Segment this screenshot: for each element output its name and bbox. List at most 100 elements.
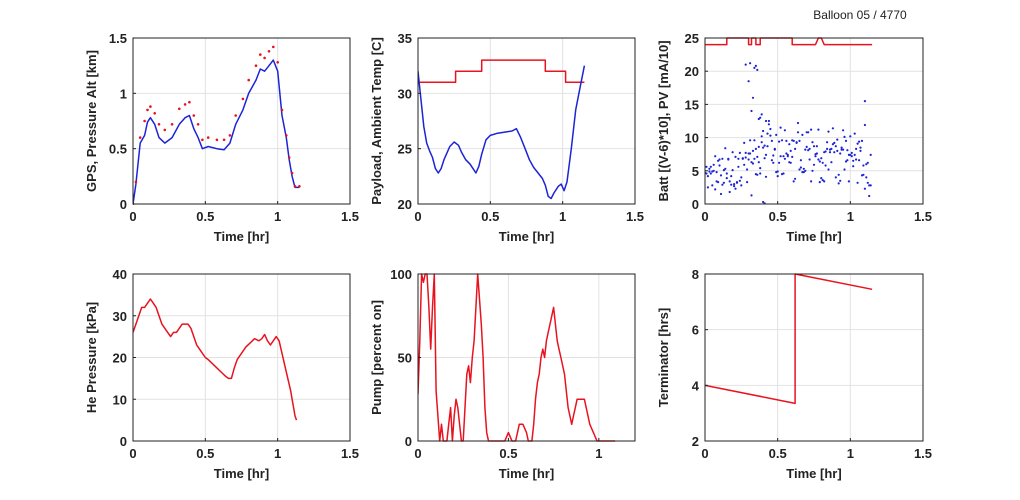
data-point bbox=[833, 141, 836, 144]
data-point bbox=[709, 165, 712, 168]
data-point bbox=[750, 161, 753, 164]
y-tick-label: 15 bbox=[685, 97, 699, 112]
data-point bbox=[769, 127, 772, 131]
data-point bbox=[751, 162, 755, 165]
data-point bbox=[756, 155, 759, 158]
data-point bbox=[744, 151, 747, 154]
data-point bbox=[830, 147, 833, 150]
data-point bbox=[756, 173, 759, 176]
data-point bbox=[762, 200, 765, 204]
data-point bbox=[741, 157, 744, 160]
data-point bbox=[743, 163, 746, 166]
data-point bbox=[714, 155, 717, 158]
x-tick-label: 1.5 bbox=[341, 209, 359, 224]
data-point bbox=[810, 128, 813, 131]
data-point bbox=[766, 132, 769, 135]
data-point bbox=[865, 163, 868, 166]
data-point bbox=[856, 142, 859, 145]
data-point bbox=[749, 62, 752, 65]
series-line bbox=[418, 59, 585, 84]
x-tick-label: 0 bbox=[414, 446, 421, 461]
data-point bbox=[842, 129, 845, 132]
data-point bbox=[812, 145, 816, 148]
series-line bbox=[133, 298, 298, 421]
data-point bbox=[178, 107, 181, 111]
data-point bbox=[228, 134, 232, 137]
data-point bbox=[201, 138, 204, 142]
x-axis-label: Time [hr] bbox=[499, 466, 554, 481]
data-point bbox=[276, 61, 280, 64]
data-point bbox=[799, 166, 803, 169]
data-point bbox=[815, 152, 819, 155]
x-tick-label: 1 bbox=[559, 209, 566, 224]
data-point bbox=[234, 114, 237, 117]
data-point bbox=[778, 161, 781, 164]
data-point bbox=[808, 158, 811, 161]
data-point bbox=[770, 139, 774, 142]
y-tick-label: 8 bbox=[692, 267, 699, 282]
data-point bbox=[157, 123, 161, 126]
data-point bbox=[753, 157, 756, 160]
y-tick-label: 0 bbox=[405, 434, 412, 449]
data-point bbox=[783, 129, 787, 132]
data-point bbox=[855, 147, 858, 150]
data-point bbox=[849, 153, 852, 156]
pump-chart: 0 0.5 1 0 50 100 Time [hr] Pump [percent on] bbox=[369, 267, 636, 481]
x-tick-label: 0 bbox=[129, 446, 136, 461]
data-point bbox=[143, 119, 146, 123]
data-point bbox=[836, 138, 839, 141]
x-tick-label: 1 bbox=[847, 209, 854, 224]
data-point bbox=[824, 164, 827, 167]
data-point bbox=[796, 131, 800, 134]
data-point bbox=[794, 147, 797, 150]
y-axis-label: Batt [(V-6)*10], PV [mA/10] bbox=[656, 40, 671, 201]
data-point bbox=[842, 148, 845, 151]
data-point bbox=[859, 146, 862, 149]
data-point bbox=[750, 109, 753, 113]
data-point bbox=[719, 192, 723, 196]
data-point bbox=[862, 164, 865, 167]
data-point bbox=[811, 169, 814, 172]
data-point bbox=[287, 156, 291, 159]
data-point bbox=[827, 168, 830, 171]
data-point bbox=[868, 194, 871, 198]
data-point bbox=[865, 176, 868, 179]
data-point bbox=[724, 167, 727, 170]
data-point bbox=[760, 113, 763, 116]
data-point bbox=[722, 169, 726, 172]
data-point bbox=[712, 169, 715, 172]
data-point bbox=[740, 184, 743, 187]
data-point bbox=[721, 157, 724, 160]
x-tick-label: 1.5 bbox=[914, 209, 932, 224]
data-point bbox=[852, 165, 855, 168]
data-point bbox=[772, 161, 775, 164]
x-tick-label: 1 bbox=[595, 446, 602, 461]
data-point bbox=[860, 139, 864, 142]
data-point bbox=[762, 146, 765, 149]
data-point bbox=[869, 153, 872, 156]
data-point bbox=[717, 159, 720, 162]
x-axis-label: Time [hr] bbox=[786, 466, 841, 481]
axes-box bbox=[704, 273, 924, 442]
data-point bbox=[760, 141, 763, 144]
data-point bbox=[847, 180, 851, 183]
data-point bbox=[773, 148, 776, 151]
data-point bbox=[866, 161, 869, 164]
data-point bbox=[833, 151, 836, 154]
y-tick-label: 20 bbox=[685, 64, 699, 79]
y-tick-label: 30 bbox=[398, 86, 412, 101]
data-point bbox=[828, 151, 832, 154]
data-point bbox=[815, 145, 819, 148]
data-point bbox=[811, 141, 814, 144]
x-tick-label: 1.5 bbox=[341, 446, 359, 461]
data-point bbox=[298, 185, 301, 188]
data-point bbox=[826, 141, 829, 144]
data-point bbox=[767, 119, 771, 123]
data-point bbox=[183, 103, 187, 106]
data-point bbox=[852, 159, 855, 162]
data-point bbox=[749, 139, 752, 142]
data-point bbox=[722, 181, 726, 184]
temperature-chart: 0 0.5 1 1.5 20 25 30 35 Time [hr] Payload, Ambien… bbox=[369, 31, 644, 244]
y-tick-label: 0 bbox=[120, 197, 127, 212]
data-point bbox=[821, 179, 824, 182]
